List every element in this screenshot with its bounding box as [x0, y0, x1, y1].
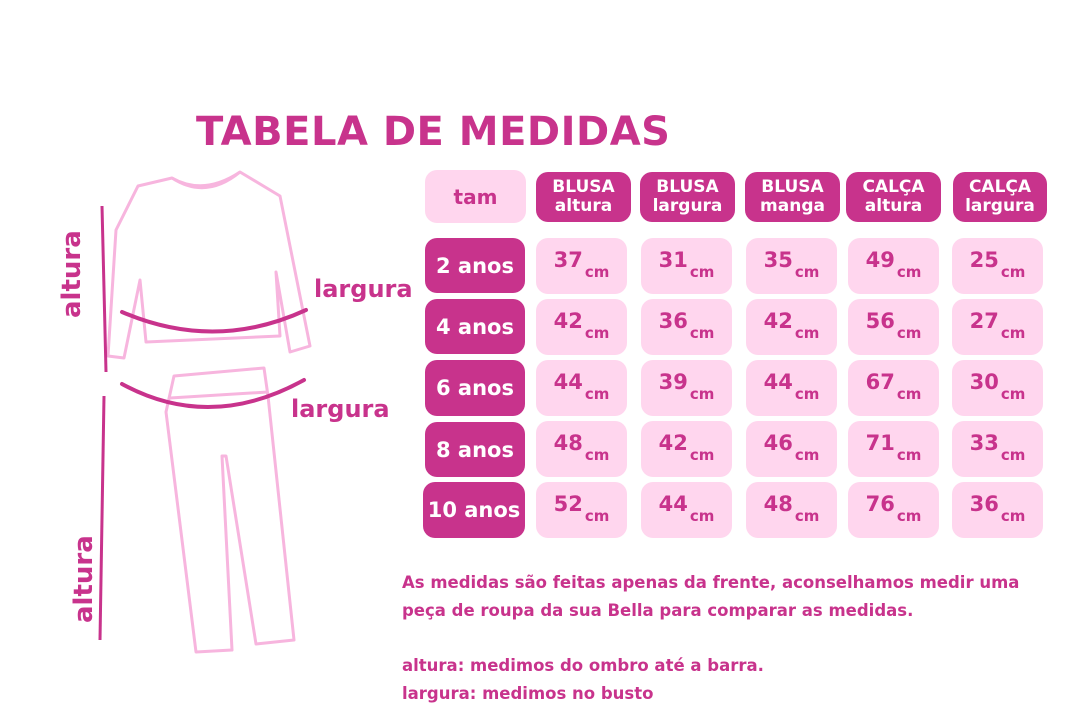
sweater-collar [171, 170, 241, 190]
value-cell: 42 cm [536, 299, 627, 355]
pants-waistband [169, 390, 269, 400]
sweater-height-label: altura [57, 230, 87, 318]
value-cell: 44 cm [641, 482, 732, 538]
sweater-outline [106, 170, 312, 360]
page-title: TABELA DE MEDIDAS [196, 109, 671, 155]
table-header-blusa-manga: BLUSA manga [745, 172, 840, 222]
value-cell: 67 cm [848, 360, 939, 416]
value-cell: 42 cm [641, 421, 732, 477]
table-header-blusa-altura: BLUSA altura [536, 172, 631, 222]
value-cell: 76 cm [848, 482, 939, 538]
size-2-anos: 2 anos [425, 238, 525, 293]
value-cell: 37 cm [536, 238, 627, 294]
pants-height-label: altura [69, 535, 99, 623]
size-8-anos: 8 anos [425, 422, 525, 477]
note-line-1: As medidas são feitas apenas da frente, … [402, 573, 1020, 592]
value-cell: 48 cm [746, 482, 837, 538]
value-cell: 35 cm [746, 238, 837, 294]
value-cell: 36 cm [641, 299, 732, 355]
value-cell: 52 cm [536, 482, 627, 538]
table-corner-tam: tam [425, 170, 526, 223]
pants-height-line [98, 395, 106, 641]
pants-width-line [120, 378, 306, 410]
garment-diagram [98, 170, 312, 654]
value-cell: 44 cm [746, 360, 837, 416]
pants-outline [164, 366, 296, 654]
table-header-blusa-largura: BLUSA largura [640, 172, 735, 222]
value-cell: 30 cm [952, 360, 1043, 416]
note-line-4: largura: medimos no busto [402, 684, 654, 703]
value-cell: 39 cm [641, 360, 732, 416]
value-cell: 33 cm [952, 421, 1043, 477]
value-cell: 71 cm [848, 421, 939, 477]
note-line-2: peça de roupa da sua Bella para comparar… [402, 601, 914, 620]
sweater-width-line [120, 308, 308, 334]
sweater-width-label: largura [314, 275, 413, 303]
value-cell: 25 cm [952, 238, 1043, 294]
value-cell: 44 cm [536, 360, 627, 416]
sweater-height-line [100, 205, 108, 373]
size-4-anos: 4 anos [425, 299, 525, 354]
value-cell: 31 cm [641, 238, 732, 294]
table-header-calca-largura: CALÇA largura [953, 172, 1047, 222]
pants-width-label: largura [291, 395, 390, 423]
value-cell: 42 cm [746, 299, 837, 355]
size-10-anos: 10 anos [423, 482, 525, 538]
value-cell: 36 cm [952, 482, 1043, 538]
table-header-calca-altura: CALÇA altura [846, 172, 941, 222]
value-cell: 27 cm [952, 299, 1043, 355]
note-line-3: altura: medimos do ombro até a barra. [402, 656, 764, 675]
value-cell: 56 cm [848, 299, 939, 355]
value-cell: 46 cm [746, 421, 837, 477]
size-6-anos: 6 anos [425, 360, 525, 416]
value-cell: 49 cm [848, 238, 939, 294]
value-cell: 48 cm [536, 421, 627, 477]
